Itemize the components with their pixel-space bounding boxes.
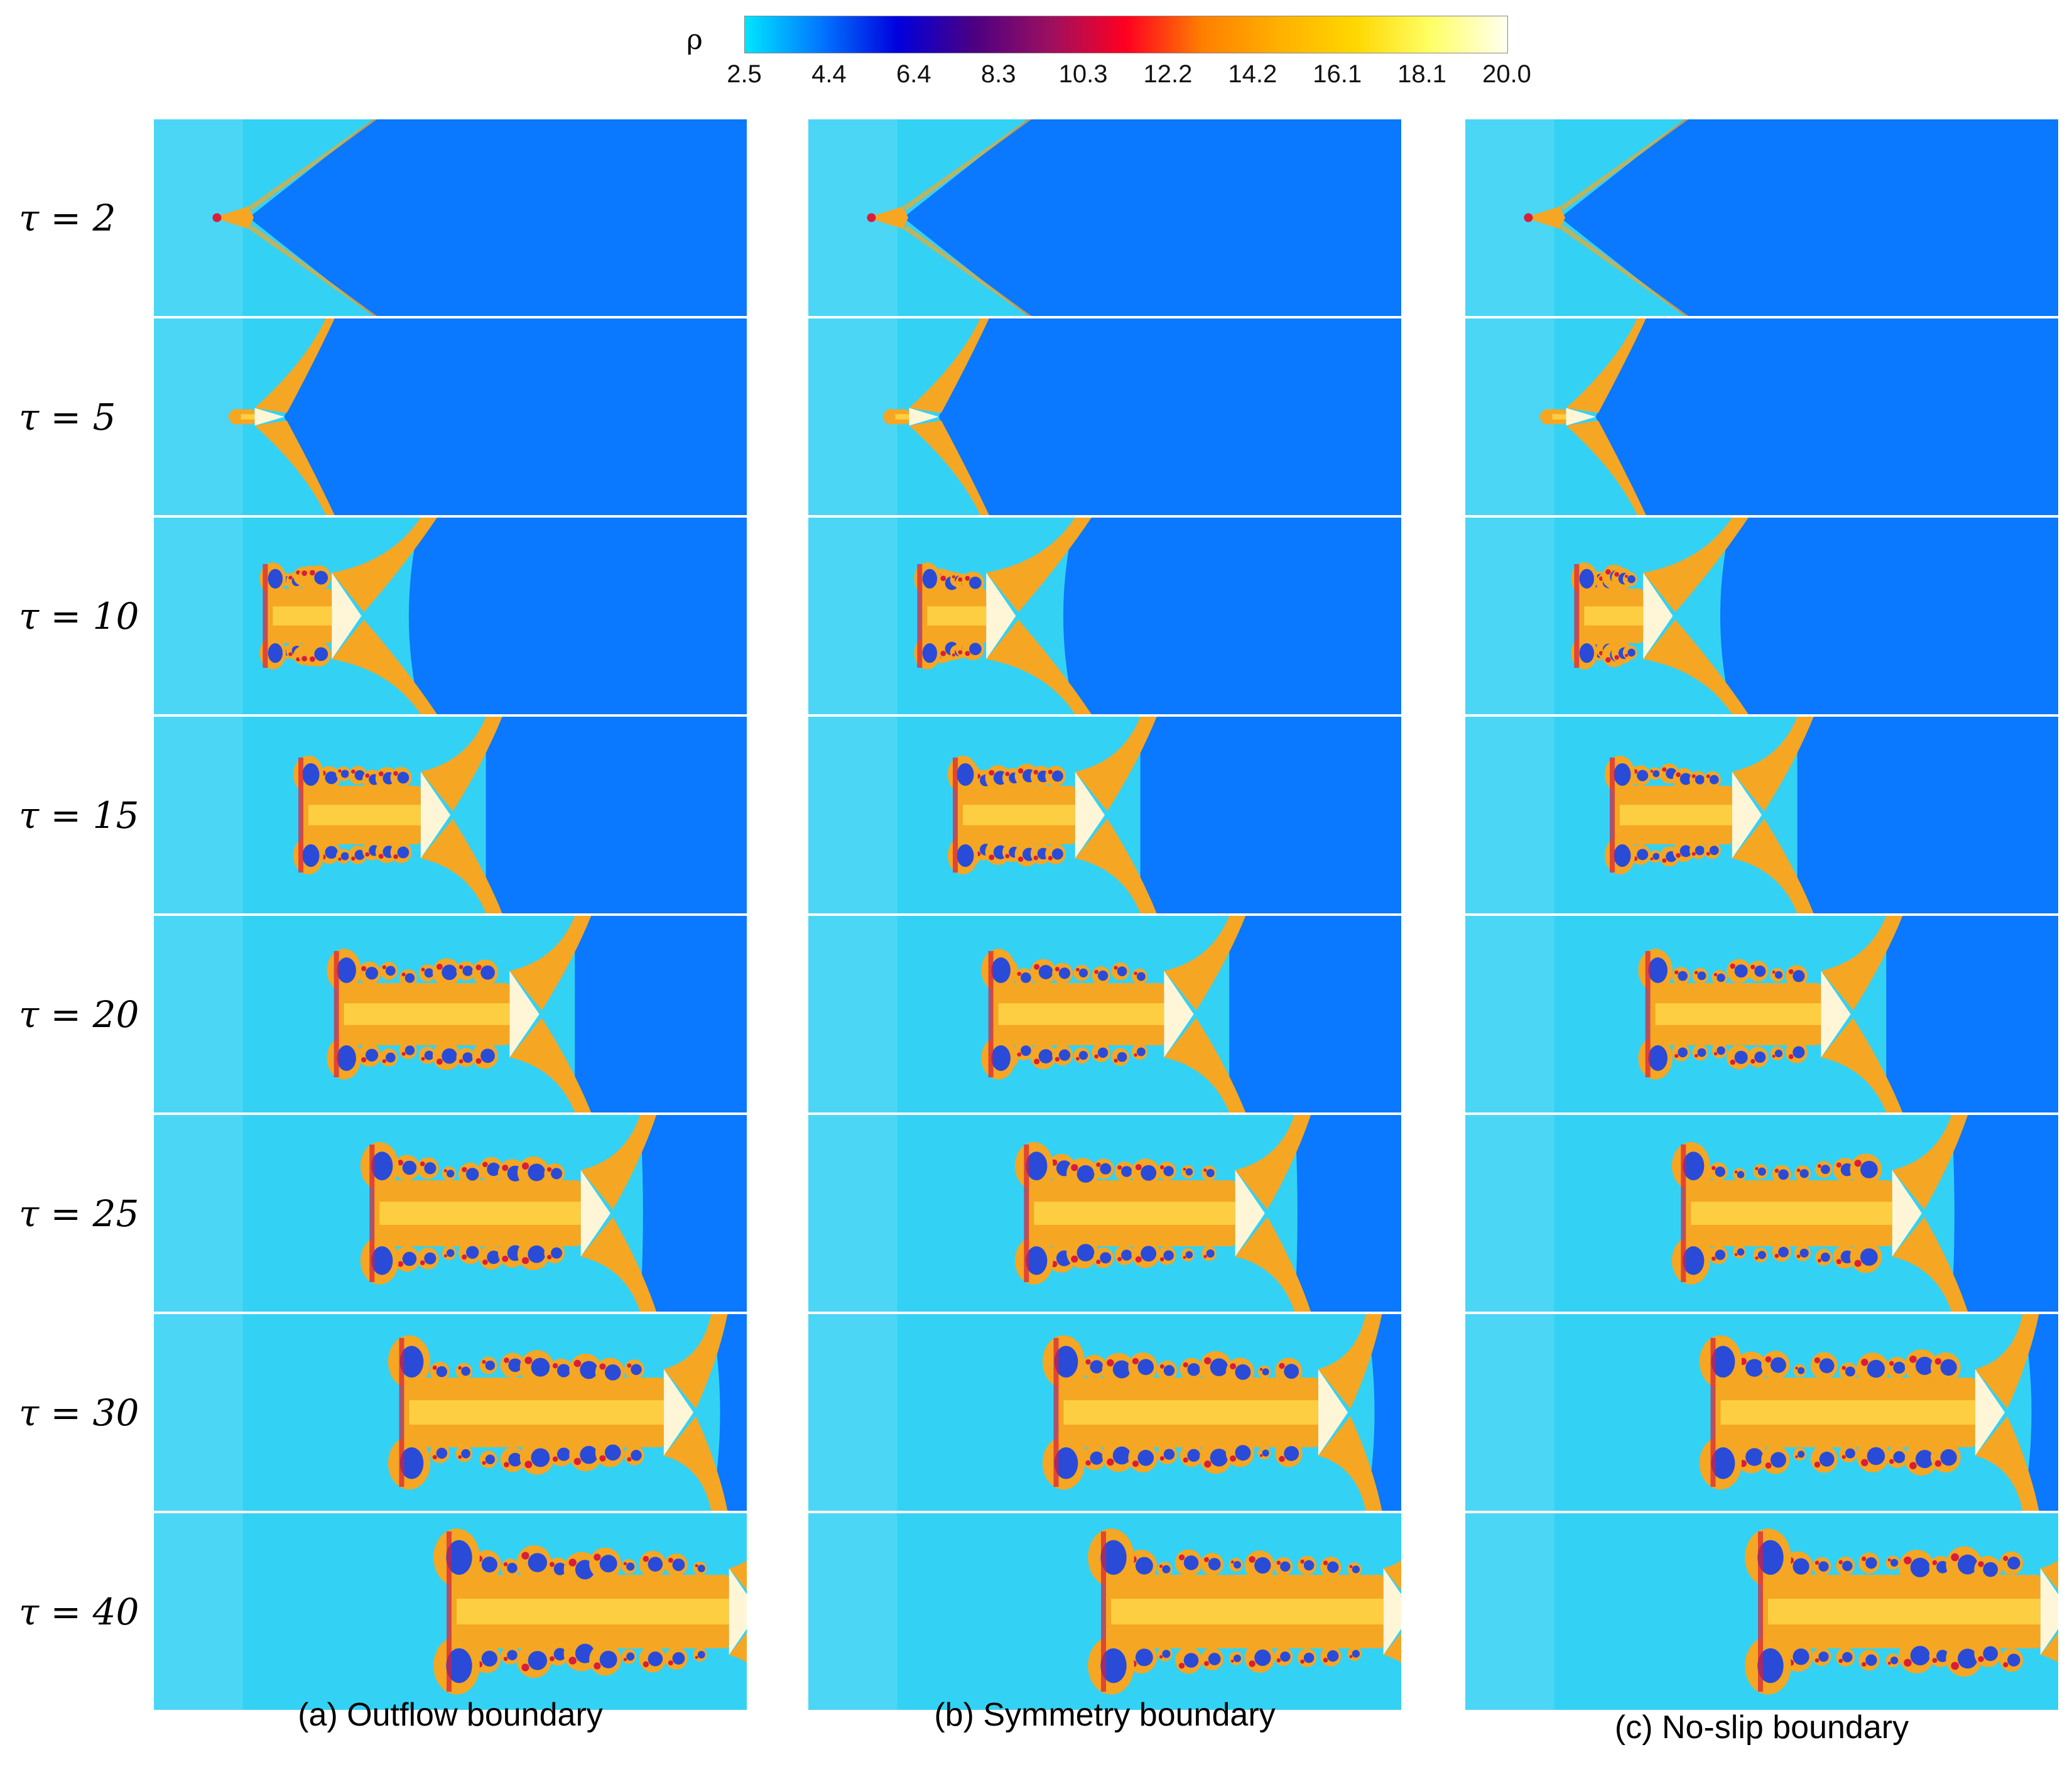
colorbar-label: ρ xyxy=(686,24,703,56)
density-panel xyxy=(1465,1513,2058,1710)
row-label-time: τ = 10 xyxy=(19,594,139,638)
density-panel xyxy=(1465,518,2058,714)
colorbar-tick: 6.4 xyxy=(896,60,931,88)
density-panel xyxy=(808,1513,1401,1710)
density-panel xyxy=(1465,1314,2058,1511)
column-caption: (c) No-slip boundary xyxy=(1614,1709,1909,1746)
panel-column xyxy=(808,119,1401,1714)
density-panel xyxy=(154,717,747,913)
colorbar-tick: 14.2 xyxy=(1228,60,1277,88)
row-label-time: τ = 5 xyxy=(19,395,116,438)
column-caption: (a) Outflow boundary xyxy=(298,1697,603,1733)
density-panel xyxy=(1465,916,2058,1112)
density-panel xyxy=(808,1115,1401,1312)
colorbar-tick: 4.4 xyxy=(811,60,847,88)
density-panel xyxy=(154,916,747,1112)
density-panel xyxy=(1465,717,2058,913)
colorbar-tick: 20.0 xyxy=(1482,60,1531,88)
density-panel xyxy=(154,1115,747,1312)
row-label-time: τ = 20 xyxy=(19,993,139,1036)
density-panel xyxy=(808,119,1401,316)
density-panel xyxy=(808,1314,1401,1511)
panel-column xyxy=(154,119,747,1714)
row-label-time: τ = 25 xyxy=(19,1192,139,1235)
colorbar-tick: 10.3 xyxy=(1058,60,1108,88)
density-panel xyxy=(154,119,747,316)
density-panel xyxy=(154,1314,747,1511)
row-label-time: τ = 40 xyxy=(19,1590,139,1633)
density-panel xyxy=(808,916,1401,1112)
density-panel xyxy=(154,318,747,515)
density-panel xyxy=(1465,119,2058,316)
colorbar-tick: 16.1 xyxy=(1313,60,1362,88)
colorbar-tick: 18.1 xyxy=(1397,60,1447,88)
colorbar xyxy=(744,16,1508,53)
panel-column xyxy=(1465,119,2058,1714)
column-caption: (b) Symmetry boundary xyxy=(934,1697,1276,1733)
density-panel xyxy=(1465,318,2058,515)
row-label-time: τ = 15 xyxy=(19,793,139,837)
colorbar-tick: 12.2 xyxy=(1143,60,1193,88)
colorbar-tick: 8.3 xyxy=(980,60,1016,88)
density-panel xyxy=(1465,1115,2058,1312)
density-panel xyxy=(154,1513,747,1710)
density-panel xyxy=(808,717,1401,913)
row-label-time: τ = 30 xyxy=(19,1391,139,1434)
density-panel xyxy=(154,518,747,714)
density-panel xyxy=(808,318,1401,515)
row-label-time: τ = 2 xyxy=(19,196,116,239)
density-panel xyxy=(808,518,1401,714)
colorbar-tick: 2.5 xyxy=(727,60,762,88)
